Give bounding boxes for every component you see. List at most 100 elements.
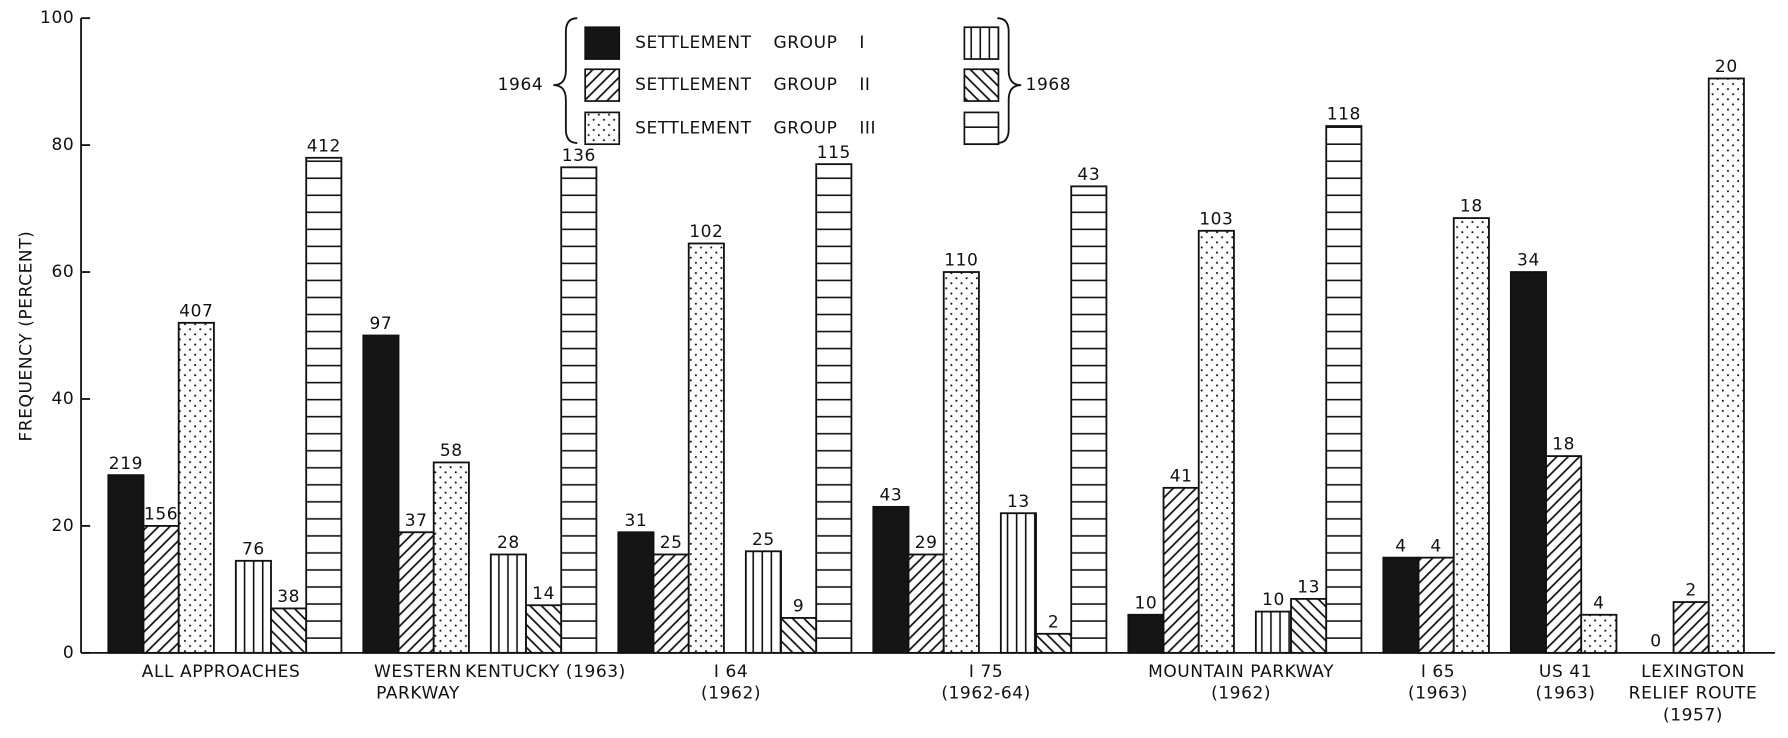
bar-count-label: 41 [1170, 466, 1193, 486]
y-tick-label: 20 [51, 516, 74, 536]
bar [687, 242, 725, 654]
bar [907, 553, 945, 654]
bar-count-label: 118 [1327, 105, 1361, 125]
x-tick-label: US 41 [1539, 662, 1592, 682]
legend-label: SETTLEMENT GROUP I [635, 33, 865, 53]
bar-count-label: 407 [179, 301, 213, 321]
x-tick-label: ALL APPROACHES [142, 662, 301, 682]
bar-count-label: 37 [405, 511, 428, 531]
bar [872, 505, 910, 654]
legend-label: SETTLEMENT GROUP II [635, 75, 870, 95]
bar [1127, 613, 1165, 654]
legend-swatch [584, 26, 621, 60]
bar [1290, 597, 1328, 654]
legend-brace [553, 17, 578, 144]
bar [617, 531, 655, 654]
bar-count-label: 13 [1007, 492, 1030, 512]
legend-swatch [963, 68, 1000, 102]
bar-count-label: 0 [1650, 631, 1661, 651]
y-tick-label: 80 [51, 135, 74, 155]
x-tick-label: (1963) [1408, 684, 1468, 704]
bar-count-label: 25 [752, 530, 775, 550]
x-tick-label: WESTERN [374, 662, 462, 682]
bar [1452, 217, 1490, 654]
bar [305, 156, 343, 654]
bar-count-label: 58 [440, 441, 463, 461]
bar [525, 604, 563, 654]
bar [1254, 610, 1292, 654]
legend-year: 1968 [1026, 75, 1072, 95]
bar-count-label: 219 [109, 454, 143, 474]
bar [397, 531, 435, 654]
bar-count-label: 10 [1262, 590, 1285, 610]
bar-count-label: 34 [1517, 251, 1540, 271]
legend-swatch [963, 26, 1000, 60]
legend-swatch [584, 68, 621, 102]
x-tick-label: I 65 [1421, 662, 1455, 682]
x-tick-label: LEXINGTON [1641, 662, 1745, 682]
bar-count-label: 156 [144, 505, 178, 525]
bar [652, 553, 690, 654]
bar-count-label: 2 [1685, 581, 1696, 601]
bar-count-label: 76 [242, 539, 265, 559]
bar [744, 550, 782, 654]
bar [177, 321, 215, 654]
bar [999, 512, 1037, 654]
bar [1325, 125, 1363, 654]
y-tick-label: 100 [40, 8, 74, 28]
bar [560, 166, 598, 654]
legend-brace [997, 17, 1022, 144]
bar-count-label: 412 [307, 136, 341, 156]
bar-count-label: 18 [1552, 435, 1575, 455]
bar-count-label: 4 [1395, 536, 1406, 556]
x-tick-label: RELIEF ROUTE [1629, 684, 1758, 704]
bar [942, 271, 980, 654]
bar-count-label: 136 [562, 146, 596, 166]
legend-year: 1964 [498, 75, 544, 95]
bar [142, 525, 180, 654]
bar [1035, 632, 1073, 654]
y-tick-label: 60 [51, 262, 74, 282]
x-tick-label: (1962-64) [941, 684, 1030, 704]
bar [1672, 601, 1710, 654]
bar-count-label: 25 [660, 533, 683, 553]
bar-count-label: 14 [532, 584, 555, 604]
bar [489, 553, 527, 654]
bar [270, 607, 308, 654]
bar-count-label: 10 [1135, 593, 1158, 613]
bar [1707, 77, 1745, 654]
bar-count-label: 97 [370, 314, 393, 334]
bar-count-label: 20 [1715, 57, 1738, 77]
bar [107, 474, 145, 654]
x-tick-label: I 64 [714, 662, 748, 682]
bar [432, 461, 470, 654]
bar-count-label: 28 [497, 533, 520, 553]
bar [1382, 556, 1420, 654]
bar-count-label: 9 [793, 597, 804, 617]
bar-count-label: 29 [915, 533, 938, 553]
bar [1417, 556, 1455, 654]
bar [815, 163, 853, 654]
bar-count-label: 38 [277, 587, 300, 607]
bar-count-label: 13 [1297, 578, 1320, 598]
x-tick-label: KENTUCKY (1963) [465, 662, 626, 682]
y-tick-label: 0 [63, 643, 74, 663]
bar-count-label: 110 [944, 251, 978, 271]
bar [1545, 455, 1583, 654]
bar [1070, 185, 1108, 654]
bar [1197, 229, 1235, 654]
legend-label: SETTLEMENT GROUP III [635, 118, 876, 138]
x-tick-label: I 75 [969, 662, 1003, 682]
bar [1580, 613, 1618, 654]
bar [780, 617, 818, 654]
bar-count-label: 103 [1199, 209, 1233, 229]
bar [234, 559, 272, 654]
x-tick-label: MOUNTAIN PARKWAY [1148, 662, 1334, 682]
bar [1509, 271, 1547, 654]
bar-count-label: 18 [1460, 197, 1483, 217]
bar-count-label: 2 [1048, 612, 1059, 632]
bar-count-label: 4 [1430, 536, 1441, 556]
x-tick-label: (1963) [1536, 684, 1596, 704]
bar-count-label: 43 [1077, 165, 1100, 185]
